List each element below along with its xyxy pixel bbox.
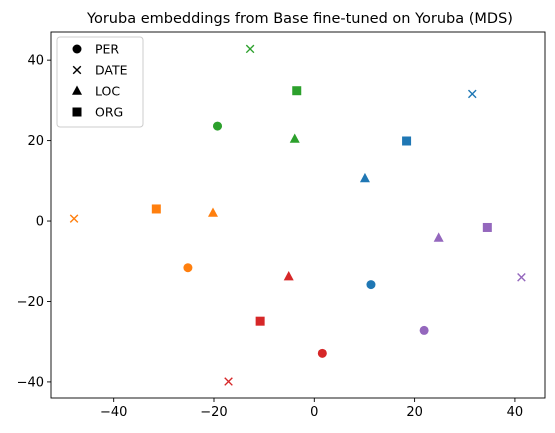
data-points [69,44,526,386]
point-x [224,377,233,386]
x-tick-label: 20 [406,405,423,420]
point-x [467,89,477,99]
x-tick-label: 0 [310,405,318,420]
point-square [292,86,302,96]
plot-area-frame [50,31,546,399]
point-x [517,273,526,282]
x-tick-label: 40 [507,405,524,420]
point-triangle [283,271,294,281]
point-triangle [433,232,444,242]
point-x [245,44,255,54]
legend-label: PER [95,42,119,57]
legend-marker-x [72,65,82,75]
point-triangle [289,133,300,143]
y-tick-label: 0 [36,215,44,230]
legend-marker-triangle [72,85,82,95]
legend-marker-circle [72,44,82,54]
legend-label: ORG [95,105,123,120]
legend-label: DATE [95,63,128,78]
point-x [69,214,79,223]
axis-ticks: −40 −20 0 20 40 −40 −20 0 20 40 [17,54,524,420]
x-tick-label: −40 [100,405,127,420]
point-square [482,222,492,232]
legend-label: LOC [95,84,120,99]
point-square [151,204,161,214]
y-tick-label: 20 [27,134,44,149]
point-circle [317,348,327,358]
x-tick-label: −20 [200,405,227,420]
legend: PER DATE LOC ORG [56,36,144,128]
point-circle [213,121,223,131]
y-tick-label: −20 [17,295,44,310]
y-tick-label: −40 [17,375,44,390]
legend-marker-square [72,107,82,117]
point-triangle [207,207,218,217]
y-tick-label: 40 [27,54,44,69]
point-circle [183,263,193,273]
point-square [402,136,412,146]
point-circle [419,325,429,335]
point-triangle [359,172,370,183]
point-circle [366,280,376,290]
legend-box [56,36,144,128]
chart-title: Yoruba embeddings from Base fine-tuned o… [86,11,513,27]
point-square [255,316,265,326]
